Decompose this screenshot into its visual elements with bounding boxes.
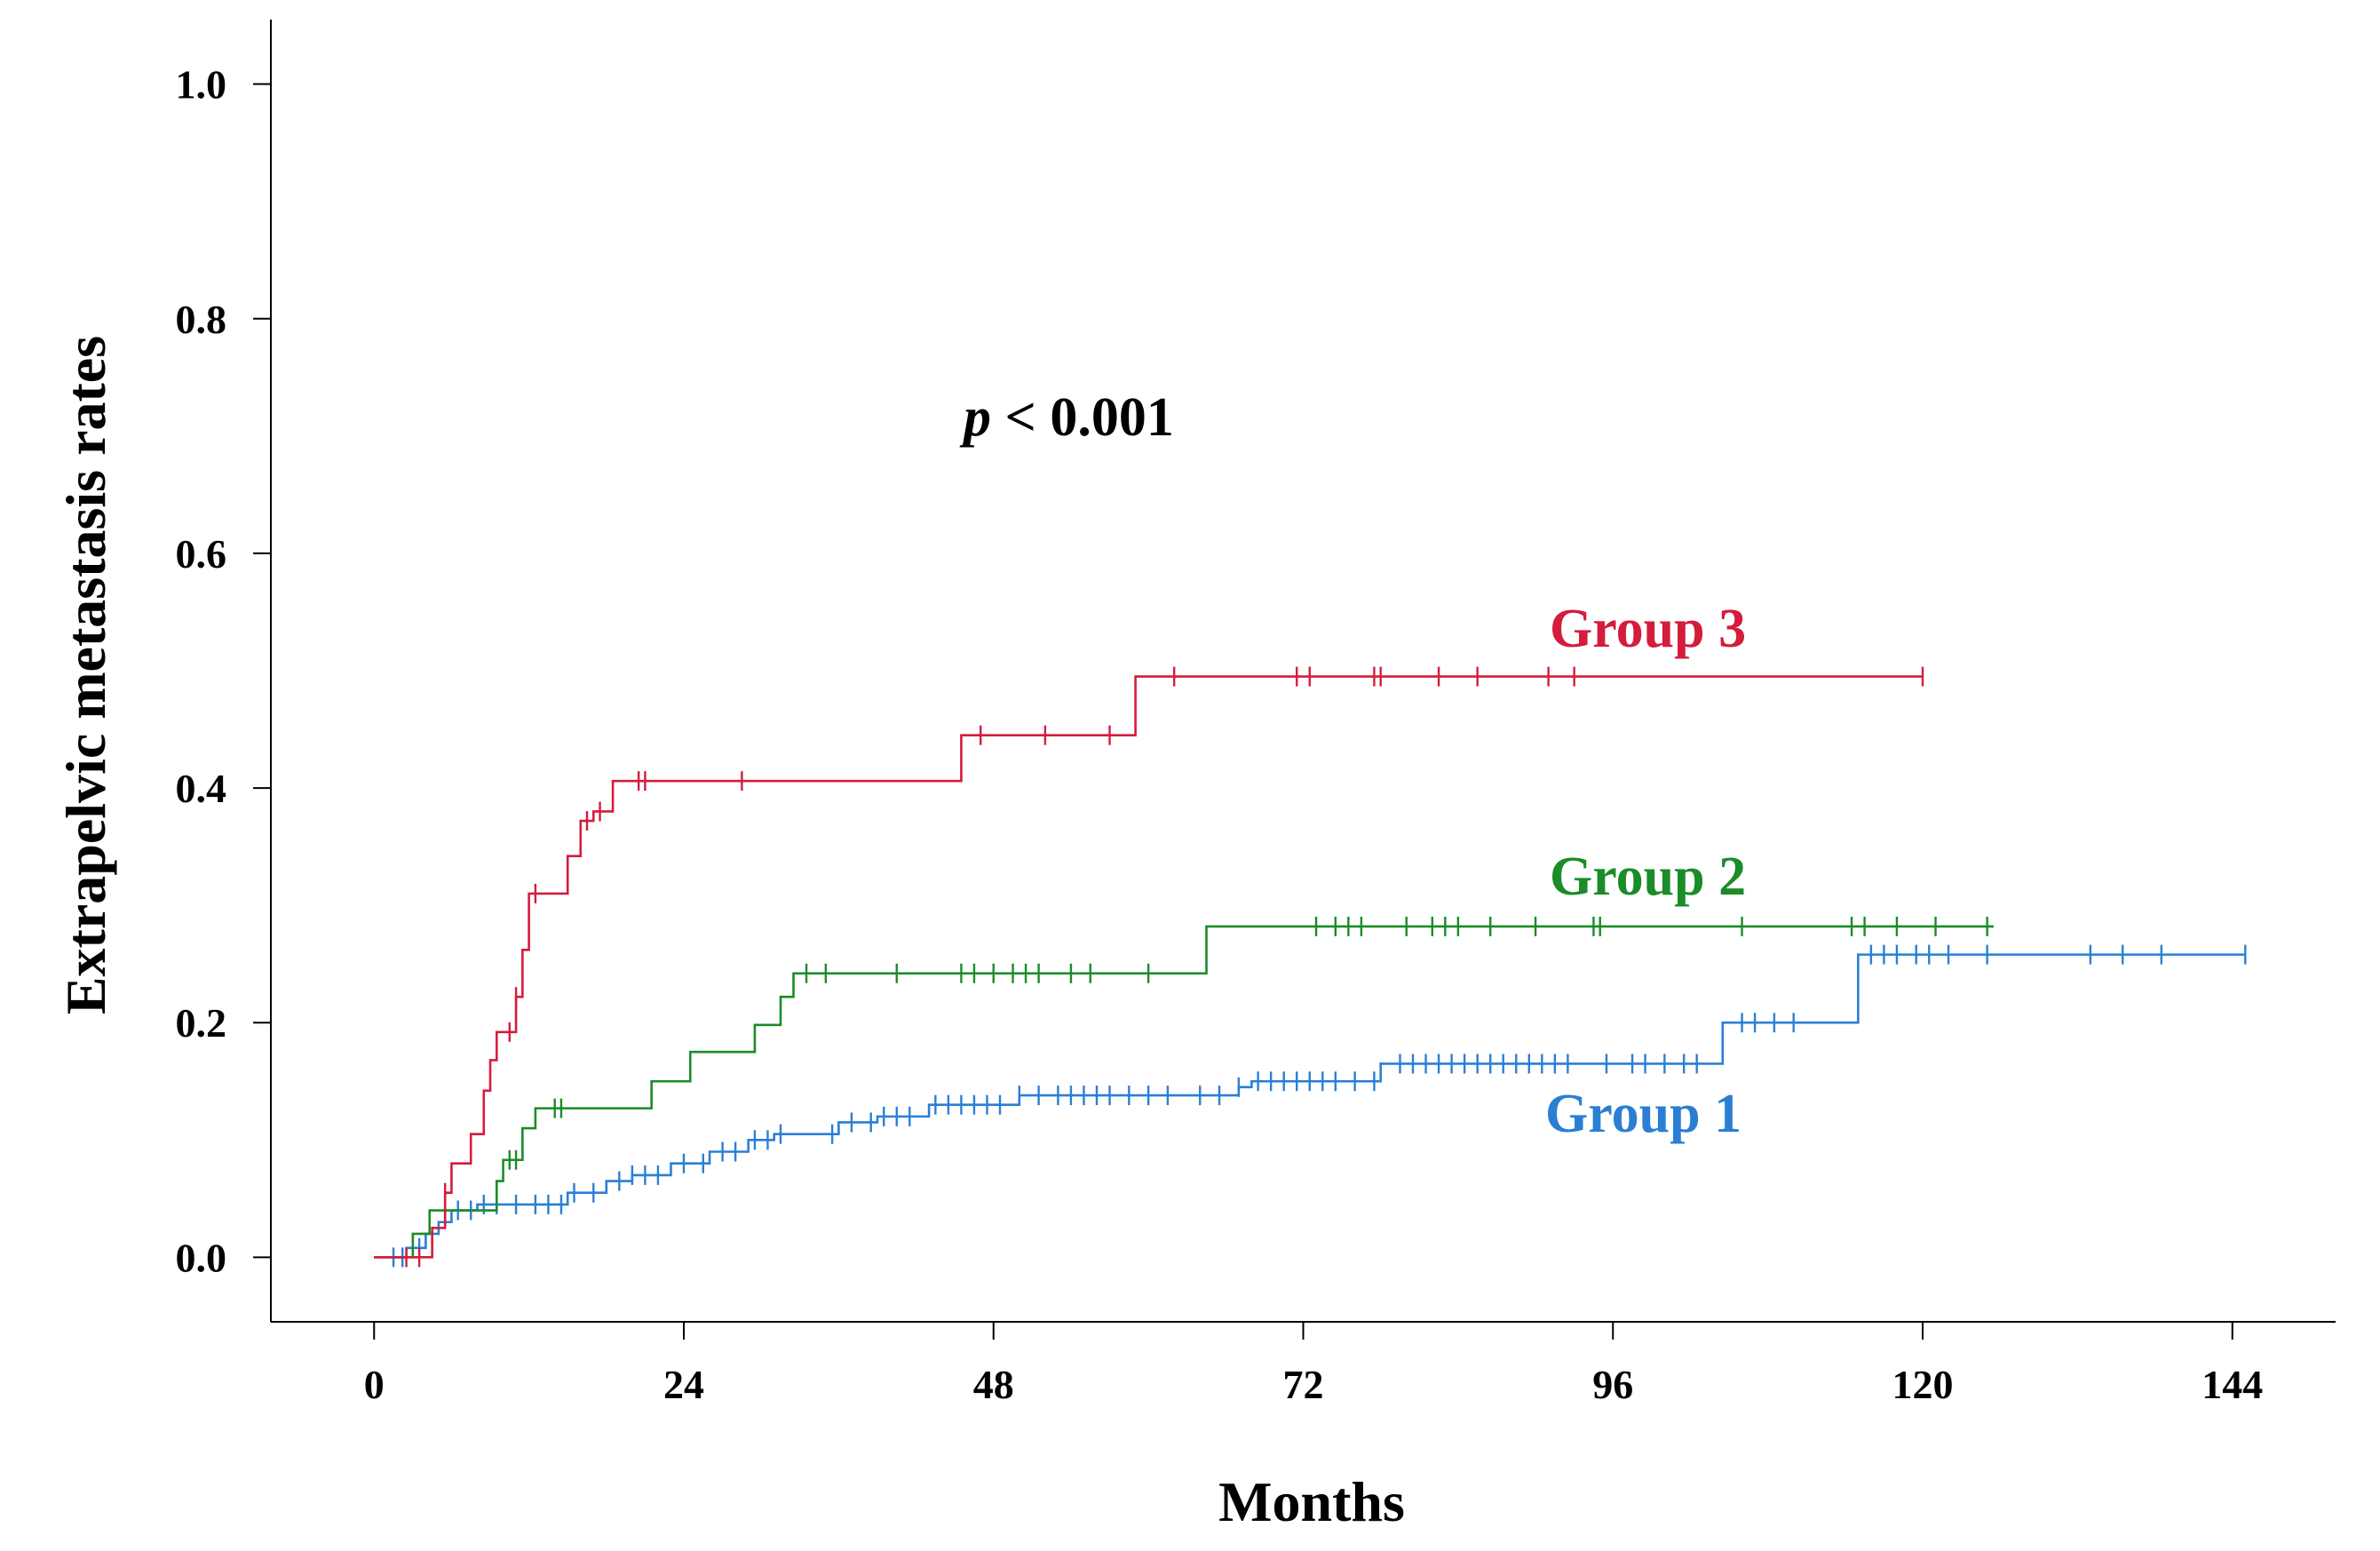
tick-labels: 0.0 0.2 0.4 0.6 0.8 1.0 0 24 48 72 96 120 144 [176,62,2264,1407]
x-tick-label: 0 [364,1362,385,1407]
x-tick-label: 24 [663,1362,704,1407]
y-tick-label: 0.6 [176,531,227,577]
group-1-label: Group 1 [1545,1084,1741,1144]
y-tick-label: 0.4 [176,766,227,811]
group-2-label: Group 2 [1550,847,1746,907]
x-tick-label: 144 [2202,1362,2263,1407]
km-step-line [374,925,1994,1259]
x-tick-label: 72 [1283,1362,1324,1407]
y-tick-label: 0.0 [176,1235,227,1280]
km-step-line [374,953,2246,1259]
x-tick-label: 96 [1592,1362,1633,1407]
y-tick-label: 1.0 [176,62,227,107]
p-value-annotation: p < 0.001 [959,387,1174,448]
y-axis-title: Extrapelvic metastasis rates [54,336,117,1014]
series-group [374,666,2247,1268]
group-3-label: Group 3 [1550,599,1746,659]
p-value-symbol: p [959,387,991,448]
tick-marks [253,83,2233,1340]
series-group-1 [374,944,2247,1268]
series-group-3 [374,666,1924,1268]
p-value-text: < 0.001 [991,387,1174,448]
x-axis-title: Months [1218,1470,1405,1533]
y-tick-label: 0.2 [176,1000,227,1046]
x-tick-label: 48 [973,1362,1014,1407]
y-tick-label: 0.8 [176,297,227,342]
km-step-line [374,675,1923,1259]
x-tick-label: 120 [1892,1362,1954,1407]
